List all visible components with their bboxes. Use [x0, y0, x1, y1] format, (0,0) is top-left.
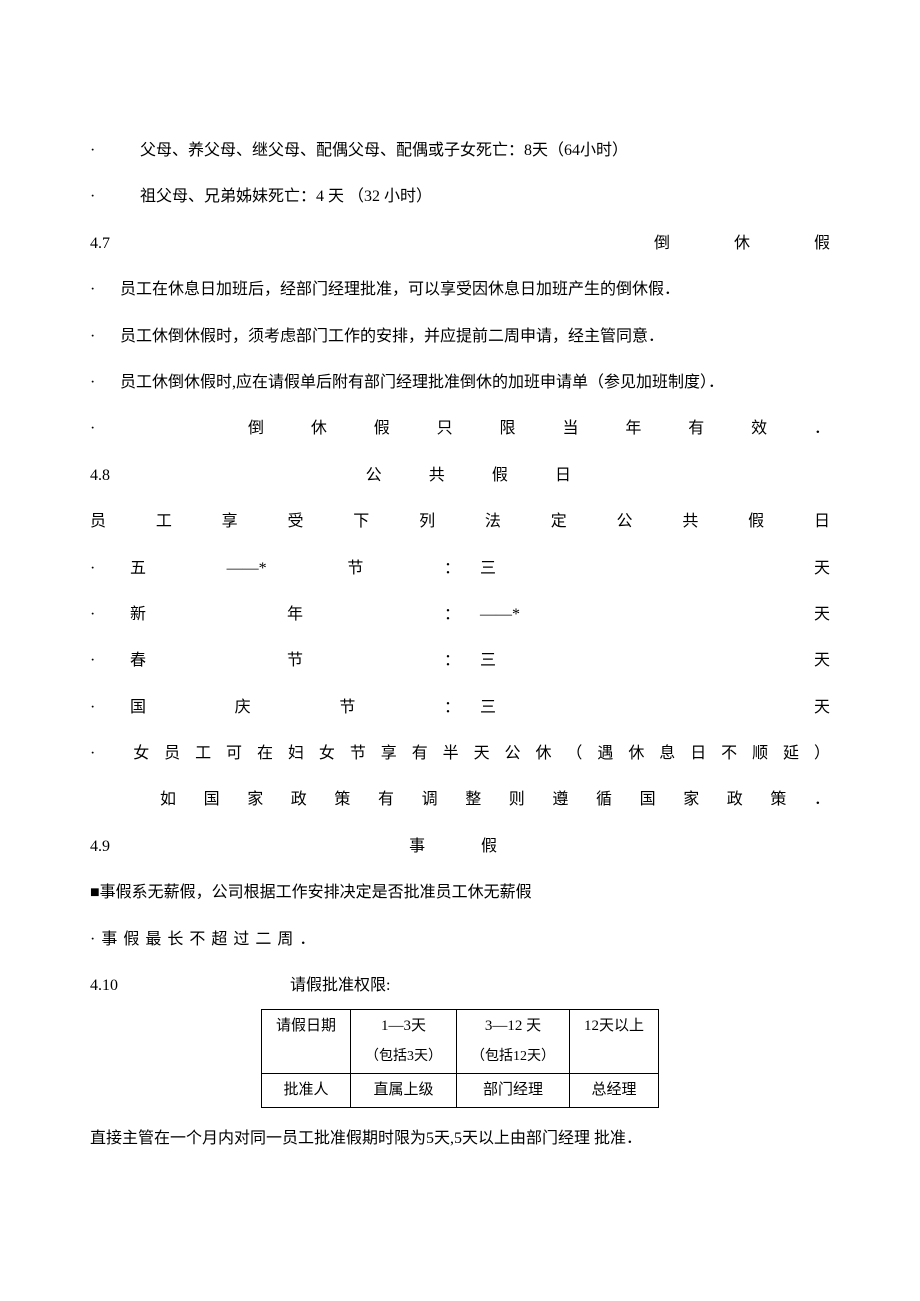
approval-table: 请假日期 1—3天 （包括3天） 3—12 天 （包括12天） 12天以上 批准人 …	[261, 1009, 659, 1108]
table-cell: 请假日期	[261, 1010, 350, 1074]
bullet-item-justified: · 倒休假只限当年有效．	[90, 418, 830, 440]
table-cell: 1—3天 （包括3天）	[351, 1010, 457, 1074]
holiday-days: 三天	[480, 558, 830, 580]
table-cell: 12天以上	[570, 1010, 659, 1074]
holiday-name: 五——*节：	[130, 558, 480, 580]
cell-text: 1—3天	[381, 1018, 426, 1034]
bullet-marker: ·	[90, 420, 95, 437]
policy-note: 如国家政策有调整则遵循国家政策．	[90, 789, 830, 811]
table-cell: 部门经理	[457, 1074, 570, 1108]
bullet-marker: ·	[90, 186, 140, 208]
bullet-marker: ·	[90, 745, 95, 762]
holiday-days: ——*天	[480, 604, 830, 626]
section-number: 4.7	[90, 235, 110, 252]
table-cell: 直属上级	[351, 1074, 457, 1108]
women-day-line: · 女员工可在妇女节享有半天公休（遇休息日不顺延）	[90, 743, 830, 765]
bullet-marker: ·	[90, 697, 130, 719]
section-header-4-10: 4.10 请假批准权限:	[90, 975, 830, 997]
cell-subtext: （包括3天）	[365, 1037, 442, 1067]
women-day-text: 女员工可在妇女节享有半天公休（遇休息日不顺延）	[133, 745, 830, 762]
bullet-marker: ·	[90, 604, 130, 626]
max-leave-note: ·事假最长不超过二周．	[90, 929, 830, 951]
bullet-item: · 员工休倒休假时,应在请假单后附有部门经理批准倒休的加班申请单（参见加班制度）…	[90, 372, 830, 394]
bullet-marker: ·	[90, 372, 120, 394]
bullet-marker: ·	[90, 326, 120, 348]
holiday-name: 春节：	[130, 650, 480, 672]
section-title: 倒休假	[654, 235, 830, 252]
holiday-name: 国庆节：	[130, 697, 480, 719]
section-number: 4.8	[90, 467, 110, 484]
section-number: 4.10	[90, 975, 290, 997]
bullet-item: · 员工休倒休假时，须考虑部门工作的安排，并应提前二周申请，经主管同意．	[90, 326, 830, 348]
bullet-marker: ·	[90, 558, 130, 580]
holiday-days: 三天	[480, 697, 830, 719]
holiday-row: · 国庆节： 三天	[90, 697, 830, 719]
section-title: 公共假日	[366, 467, 571, 484]
bullet-text: 倒休假只限当年有效．	[248, 420, 830, 437]
bullet-item: · 员工在休息日加班后，经部门经理批准，可以享受因休息日加班产生的倒休假．	[90, 279, 830, 301]
cell-text: 3—12 天	[485, 1018, 541, 1034]
table-cell: 总经理	[570, 1074, 659, 1108]
table-cell: 3—12 天 （包括12天）	[457, 1010, 570, 1074]
bullet-text: 员工在休息日加班后，经部门经理批准，可以享受因休息日加班产生的倒休假．	[120, 279, 830, 301]
bullet-item: · 祖父母、兄弟姊妹死亡：4 天 （32 小时）	[90, 186, 830, 208]
bullet-text: 祖父母、兄弟姊妹死亡：4 天 （32 小时）	[140, 186, 830, 208]
bullet-text: 父母、养父母、继父母、配偶父母、配偶或子女死亡：8天（64小时）	[140, 140, 830, 162]
section-header-4-7: 4.7 倒休假	[90, 233, 830, 255]
bullet-item: · 父母、养父母、继父母、配偶父母、配偶或子女死亡：8天（64小时）	[90, 140, 830, 162]
table-row: 请假日期 1—3天 （包括3天） 3—12 天 （包括12天） 12天以上	[261, 1010, 658, 1074]
holiday-row: · 春节： 三天	[90, 650, 830, 672]
holiday-row: · 新年： ——*天	[90, 604, 830, 626]
bullet-marker: ·	[90, 140, 140, 162]
table-row: 批准人 直属上级 部门经理 总经理	[261, 1074, 658, 1108]
table-cell: 批准人	[261, 1074, 350, 1108]
unpaid-leave-note: ■事假系无薪假，公司根据工作安排决定是否批准员工休无薪假	[90, 882, 830, 904]
section-header-4-9: 4.9 事假	[90, 836, 497, 858]
section-subtitle: 员工享受下列法定公共假日	[90, 511, 830, 533]
cell-text: 请假日期	[276, 1018, 336, 1034]
bullet-text: 员工休倒休假时，须考虑部门工作的安排，并应提前二周申请，经主管同意．	[120, 326, 830, 348]
section-number: 4.9	[90, 838, 110, 855]
bullet-text: 员工休倒休假时,应在请假单后附有部门经理批准倒休的加班申请单（参见加班制度）．	[120, 372, 830, 394]
bullet-marker: ·	[90, 650, 130, 672]
holiday-row: · 五——*节： 三天	[90, 558, 830, 580]
holiday-name: 新年：	[130, 604, 480, 626]
footer-note: 直接主管在一个月内对同一员工批准假期时限为5天,5天以上由部门经理 批准．	[90, 1128, 830, 1150]
section-title: 事假	[409, 838, 497, 855]
section-title: 请假批准权限:	[290, 975, 390, 997]
cell-subtext: （包括12天）	[471, 1037, 555, 1067]
holiday-days: 三天	[480, 650, 830, 672]
section-header-4-8: 4.8 公共假日	[90, 465, 571, 487]
bullet-marker: ·	[90, 279, 120, 301]
cell-text: 12天以上	[584, 1018, 644, 1034]
